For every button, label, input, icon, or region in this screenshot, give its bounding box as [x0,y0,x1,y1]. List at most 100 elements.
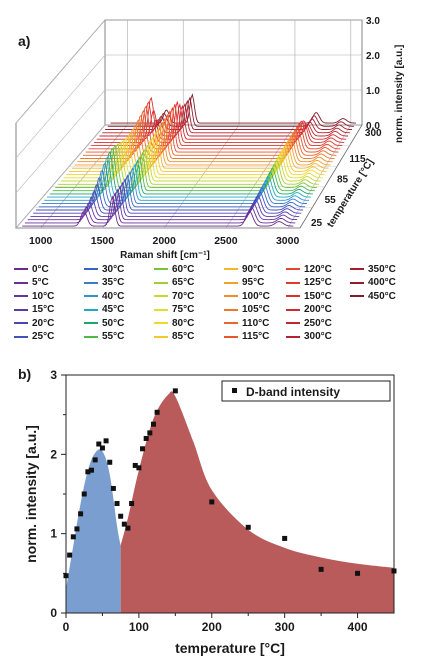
legend-item: 90°C [224,262,264,276]
legend-label: 95°C [242,277,265,288]
data-point [150,421,156,427]
legend-swatch [154,308,168,311]
left-gridline [15,89,106,194]
legend-box [221,380,391,402]
legend-item: 110°C [224,316,269,330]
left-gridline [15,19,106,124]
data-point [103,438,109,444]
legend-item: 40°C [84,289,124,303]
legend-label: 0°C [32,263,49,275]
legend-swatch [154,295,168,297]
x-tick-label: 3000 [276,235,300,247]
data-point [110,485,116,491]
spectrum-line [77,121,333,163]
spectrum-line [24,191,296,224]
data-point [245,524,251,530]
legend-item: 70°C [154,289,194,303]
data-point [129,501,135,507]
legend-item: 105°C [224,303,270,317]
z-tick-label: 55 [325,195,337,206]
legend-swatch [224,281,238,284]
spectrum-line [55,144,317,188]
legend-swatch [84,335,98,338]
legend: D-band intensity [221,380,391,402]
x-tick-label: 1000 [29,235,53,247]
data-point [125,525,131,531]
legend-label: 350°C [368,263,396,275]
legend-item: 55°C [84,330,124,344]
legend-label: 65°C [172,277,195,288]
legend-label: 85°C [172,331,195,342]
data-point [121,521,127,527]
spectrum-line [36,177,304,211]
legend-label: 55°C [102,331,125,342]
legend-label: 10°C [32,290,55,302]
legend-swatch [154,268,168,270]
legend-label: 90°C [242,263,265,275]
data-point [140,446,146,452]
data-point [70,534,76,540]
legend-label: 120°C [304,263,332,275]
legend-item: 85°C [154,330,194,344]
legend-swatch [84,281,98,284]
chart-b: b) 0 100 200 300 400 0 1 2 3 temperature [°C] norm.… [18,366,397,656]
legend-swatch [84,268,98,270]
data-point [92,457,98,463]
legend-swatch [286,335,300,338]
legend-label: 110°C [242,317,270,329]
data-point [118,513,124,519]
x-axis-label: Raman shift [cm⁻¹] [120,250,210,261]
legend-item: 25°C [14,330,54,344]
x-tick-label: 300 [275,620,295,634]
legend-label: 400°C [368,277,396,288]
data-point [391,568,397,574]
legend-item: 80°C [154,316,194,330]
spectrum-line [63,140,323,179]
panel-label-b: b) [18,366,31,382]
data-point [78,511,84,517]
legend-swatch [286,322,300,324]
legend-label: 25°C [32,331,55,342]
y-tick-label: 0 [50,606,57,620]
x-tick-label: 100 [129,620,149,634]
data-point [136,465,142,471]
legend-label: 30°C [102,263,125,275]
spectrum-line [44,162,309,201]
chart-a-legend: 0°C 5°C 10°C 15°C 20°C 25°C 30°C 35°C 40°C 45°C 50… [14,262,426,362]
legend-label: 115°C [242,331,270,342]
legend-swatch [154,322,168,324]
legend-swatch [14,322,28,324]
spectrum-line [38,174,306,208]
data-point [143,435,149,441]
x-axis-label: temperature [°C] [175,640,285,656]
spectrum-line [60,141,321,182]
spectrum-line [71,129,329,169]
y-axis-label: norm. intensity [a.u.] [23,425,39,563]
legend-swatch [286,295,300,297]
legend-label: 60°C [172,263,195,275]
data-point [355,570,361,576]
legend-item: 300°C [286,330,332,344]
spectra [22,93,356,227]
legend-item: 200°C [286,303,332,317]
spectrum-line [47,156,311,198]
legend-item: 120°C [286,262,332,276]
legend-label: 80°C [172,317,195,329]
legend-marker [232,388,237,393]
x-tick-label: 200 [202,620,222,634]
data-point [96,441,102,447]
z-axis-label: temperature [°C] [325,157,376,229]
legend-label: 125°C [304,277,332,288]
legend-swatch [224,308,238,311]
left-gridline [15,124,106,229]
y-axis-label: norm. intensity [a.u.] [394,45,405,143]
legend-item: 20°C [14,316,54,330]
data-point [154,409,160,415]
legend-label: 300°C [304,331,332,342]
legend-swatch [350,295,364,297]
y-tick-label: 2.0 [366,51,380,62]
legend-label: 100°C [242,290,270,302]
spectrum-line [30,184,300,217]
legend-label: 250°C [304,317,332,329]
y-tick-label: 1 [50,527,57,541]
